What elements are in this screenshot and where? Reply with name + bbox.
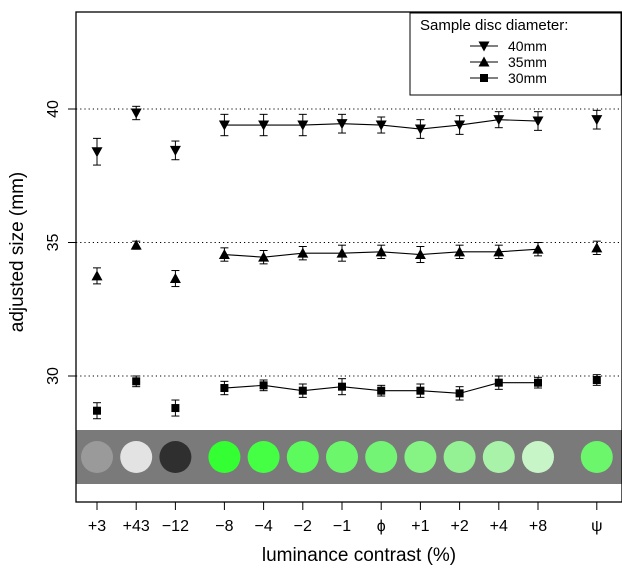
data-point-triangle-up <box>169 273 181 284</box>
x-tick-label: −2 <box>294 518 312 535</box>
color-swatch <box>482 441 515 473</box>
data-point-triangle-up <box>591 242 603 253</box>
data-point-square <box>480 74 488 82</box>
x-tick-label: −8 <box>215 518 233 535</box>
data-point-triangle-up <box>532 243 544 254</box>
x-axis-title: luminance contrast (%) <box>262 545 456 566</box>
color-swatch <box>326 441 358 473</box>
x-tick-label: +3 <box>88 518 106 535</box>
data-point-triangle-down <box>454 120 466 131</box>
color-swatch <box>443 441 476 473</box>
data-point-triangle-up <box>336 247 348 258</box>
legend-label: 35mm <box>508 54 547 70</box>
data-point-square <box>416 386 425 395</box>
legend-title: Sample disc diameter: <box>420 17 568 34</box>
data-point-triangle-up <box>478 56 490 67</box>
data-point-triangle-down <box>258 120 270 131</box>
swatch-band <box>76 430 622 484</box>
data-point-square <box>455 389 464 398</box>
data-point-triangle-up <box>218 249 230 260</box>
color-swatch <box>286 441 319 473</box>
x-tick-label: ϕ <box>377 518 386 535</box>
series-40mm <box>91 105 603 166</box>
data-point-square <box>220 384 229 393</box>
y-tick-label: 30 <box>45 367 62 385</box>
legend-item-40mm: 40mm <box>470 38 547 54</box>
axes: +3 +43 −12 −8 −4 −2 −1 ϕ +1 +2 +4 +8 ψ 30 35 40 <box>45 100 603 535</box>
data-point-triangle-up <box>297 247 309 258</box>
data-point-triangle-down <box>130 108 142 119</box>
data-point-square <box>592 376 601 385</box>
data-point-triangle-up <box>454 246 466 257</box>
legend-item-30mm: 30mm <box>470 70 547 86</box>
data-point-triangle-up <box>130 239 142 250</box>
data-point-square <box>534 378 542 387</box>
data-point-triangle-down <box>218 120 230 131</box>
color-swatch <box>580 441 613 473</box>
x-tick-label: +2 <box>450 518 468 535</box>
data-point-square <box>298 386 307 395</box>
series-30mm <box>93 374 601 420</box>
gridlines <box>76 108 622 377</box>
data-point-triangle-up <box>91 270 103 281</box>
data-point-triangle-up <box>258 251 270 262</box>
x-tick-label: −1 <box>333 518 351 535</box>
y-tick-label: 35 <box>45 234 62 252</box>
legend-box <box>409 12 622 96</box>
data-point-square <box>93 406 101 415</box>
data-point-triangle-up <box>493 246 505 257</box>
data-point-triangle-down <box>414 124 426 135</box>
y-axis-title: adjusted size (mm) <box>7 172 28 333</box>
color-swatch <box>81 441 113 473</box>
plot-frame <box>75 11 622 503</box>
legend-label: 30mm <box>508 70 547 86</box>
data-point-triangle-down <box>91 147 103 158</box>
color-swatch <box>120 441 153 473</box>
x-tick-label: −4 <box>254 518 272 535</box>
legend-item-35mm: 35mm <box>470 54 547 70</box>
data-point-triangle-down <box>297 120 309 131</box>
color-swatch <box>365 441 398 473</box>
color-swatch <box>208 441 241 473</box>
color-swatch <box>522 441 554 473</box>
series-layer <box>91 105 603 420</box>
legend-label: 40mm <box>508 38 547 54</box>
data-point-square <box>338 382 346 391</box>
data-point-triangle-down <box>591 115 603 126</box>
x-tick-label: +8 <box>529 518 547 535</box>
x-tick-label: ψ <box>591 518 602 535</box>
data-point-triangle-down <box>169 145 181 156</box>
color-swatch <box>247 441 280 473</box>
data-point-triangle-up <box>414 249 426 260</box>
data-point-square <box>259 381 268 390</box>
color-swatch <box>159 441 192 473</box>
data-point-triangle-down <box>478 41 490 52</box>
y-tick-label: 40 <box>45 100 62 118</box>
data-point-square <box>377 386 386 395</box>
x-tick-label: +1 <box>411 518 429 535</box>
color-swatch <box>404 441 437 473</box>
data-point-square <box>494 378 503 387</box>
data-point-square <box>171 404 180 413</box>
x-tick-label: +4 <box>490 518 508 535</box>
series-35mm <box>91 239 603 288</box>
x-tick-label: +43 <box>123 518 150 535</box>
x-tick-label: −12 <box>162 518 189 535</box>
data-point-triangle-down <box>532 116 544 127</box>
data-point-triangle-down <box>375 120 387 131</box>
data-point-triangle-up <box>375 246 387 257</box>
data-point-triangle-down <box>336 119 348 130</box>
data-point-triangle-down <box>493 115 505 126</box>
data-point-square <box>132 377 141 386</box>
